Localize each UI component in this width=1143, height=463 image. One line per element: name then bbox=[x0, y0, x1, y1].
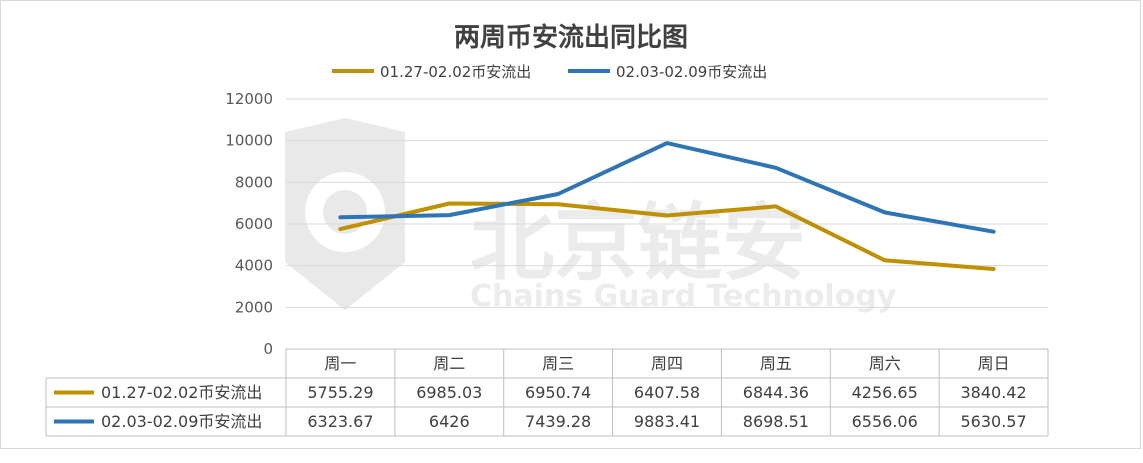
data-label: 5755.29 bbox=[307, 383, 373, 402]
table-series-label: 01.27-02.02币安流出 bbox=[101, 383, 262, 402]
x-tick-label: 周四 bbox=[651, 354, 683, 373]
watermark-text-en: Chains Guard Technology bbox=[470, 279, 897, 314]
y-tick-label: 10000 bbox=[225, 132, 273, 150]
data-label: 6844.36 bbox=[743, 383, 809, 402]
data-label: 6323.67 bbox=[307, 412, 373, 431]
y-tick-label: 4000 bbox=[235, 257, 273, 275]
y-tick-label: 0 bbox=[263, 340, 273, 358]
data-table: 周一 周二 周三 周四 周五 周六 周日 01.27-02.02币安流出 5755.29 6985… bbox=[45, 348, 1049, 437]
data-label: 6950.74 bbox=[525, 383, 591, 402]
x-tick-label: 周六 bbox=[869, 354, 901, 373]
plot-area bbox=[338, 141, 996, 271]
data-label: 4256.65 bbox=[852, 383, 918, 402]
y-tick-label: 2000 bbox=[235, 298, 273, 316]
x-tick-label: 周三 bbox=[542, 354, 574, 373]
data-label: 6985.03 bbox=[416, 383, 482, 402]
watermark: 北京链安 Chains Guard Technology bbox=[285, 118, 897, 314]
chart-title: 两周币安流出同比图 bbox=[454, 23, 688, 53]
data-label: 6407.58 bbox=[634, 383, 700, 402]
data-label: 9883.41 bbox=[634, 412, 700, 431]
data-label: 3840.42 bbox=[960, 383, 1026, 402]
y-tick-label: 6000 bbox=[235, 215, 273, 233]
x-tick-label: 周日 bbox=[978, 354, 1010, 373]
data-label: 7439.28 bbox=[525, 412, 591, 431]
y-axis: 0 2000 4000 6000 8000 10000 12000 bbox=[225, 90, 273, 358]
x-tick-label: 周一 bbox=[324, 354, 356, 373]
table-series-label: 02.03-02.09币安流出 bbox=[101, 412, 262, 431]
data-label: 6426 bbox=[429, 412, 470, 431]
y-tick-label: 8000 bbox=[235, 173, 273, 191]
legend: 01.27-02.02币安流出 02.03-02.09币安流出 bbox=[332, 63, 767, 81]
data-label: 6556.06 bbox=[852, 412, 918, 431]
gridlines bbox=[286, 98, 1048, 308]
x-tick-label: 周二 bbox=[433, 354, 465, 373]
data-label: 5630.57 bbox=[960, 412, 1026, 431]
x-tick-label: 周五 bbox=[760, 354, 792, 373]
watermark-shield-core bbox=[323, 190, 367, 234]
data-label: 8698.51 bbox=[743, 412, 809, 431]
legend-label-series-1: 01.27-02.02币安流出 bbox=[380, 63, 531, 81]
legend-label-series-2: 02.03-02.09币安流出 bbox=[616, 63, 767, 81]
y-tick-label: 12000 bbox=[225, 90, 273, 108]
